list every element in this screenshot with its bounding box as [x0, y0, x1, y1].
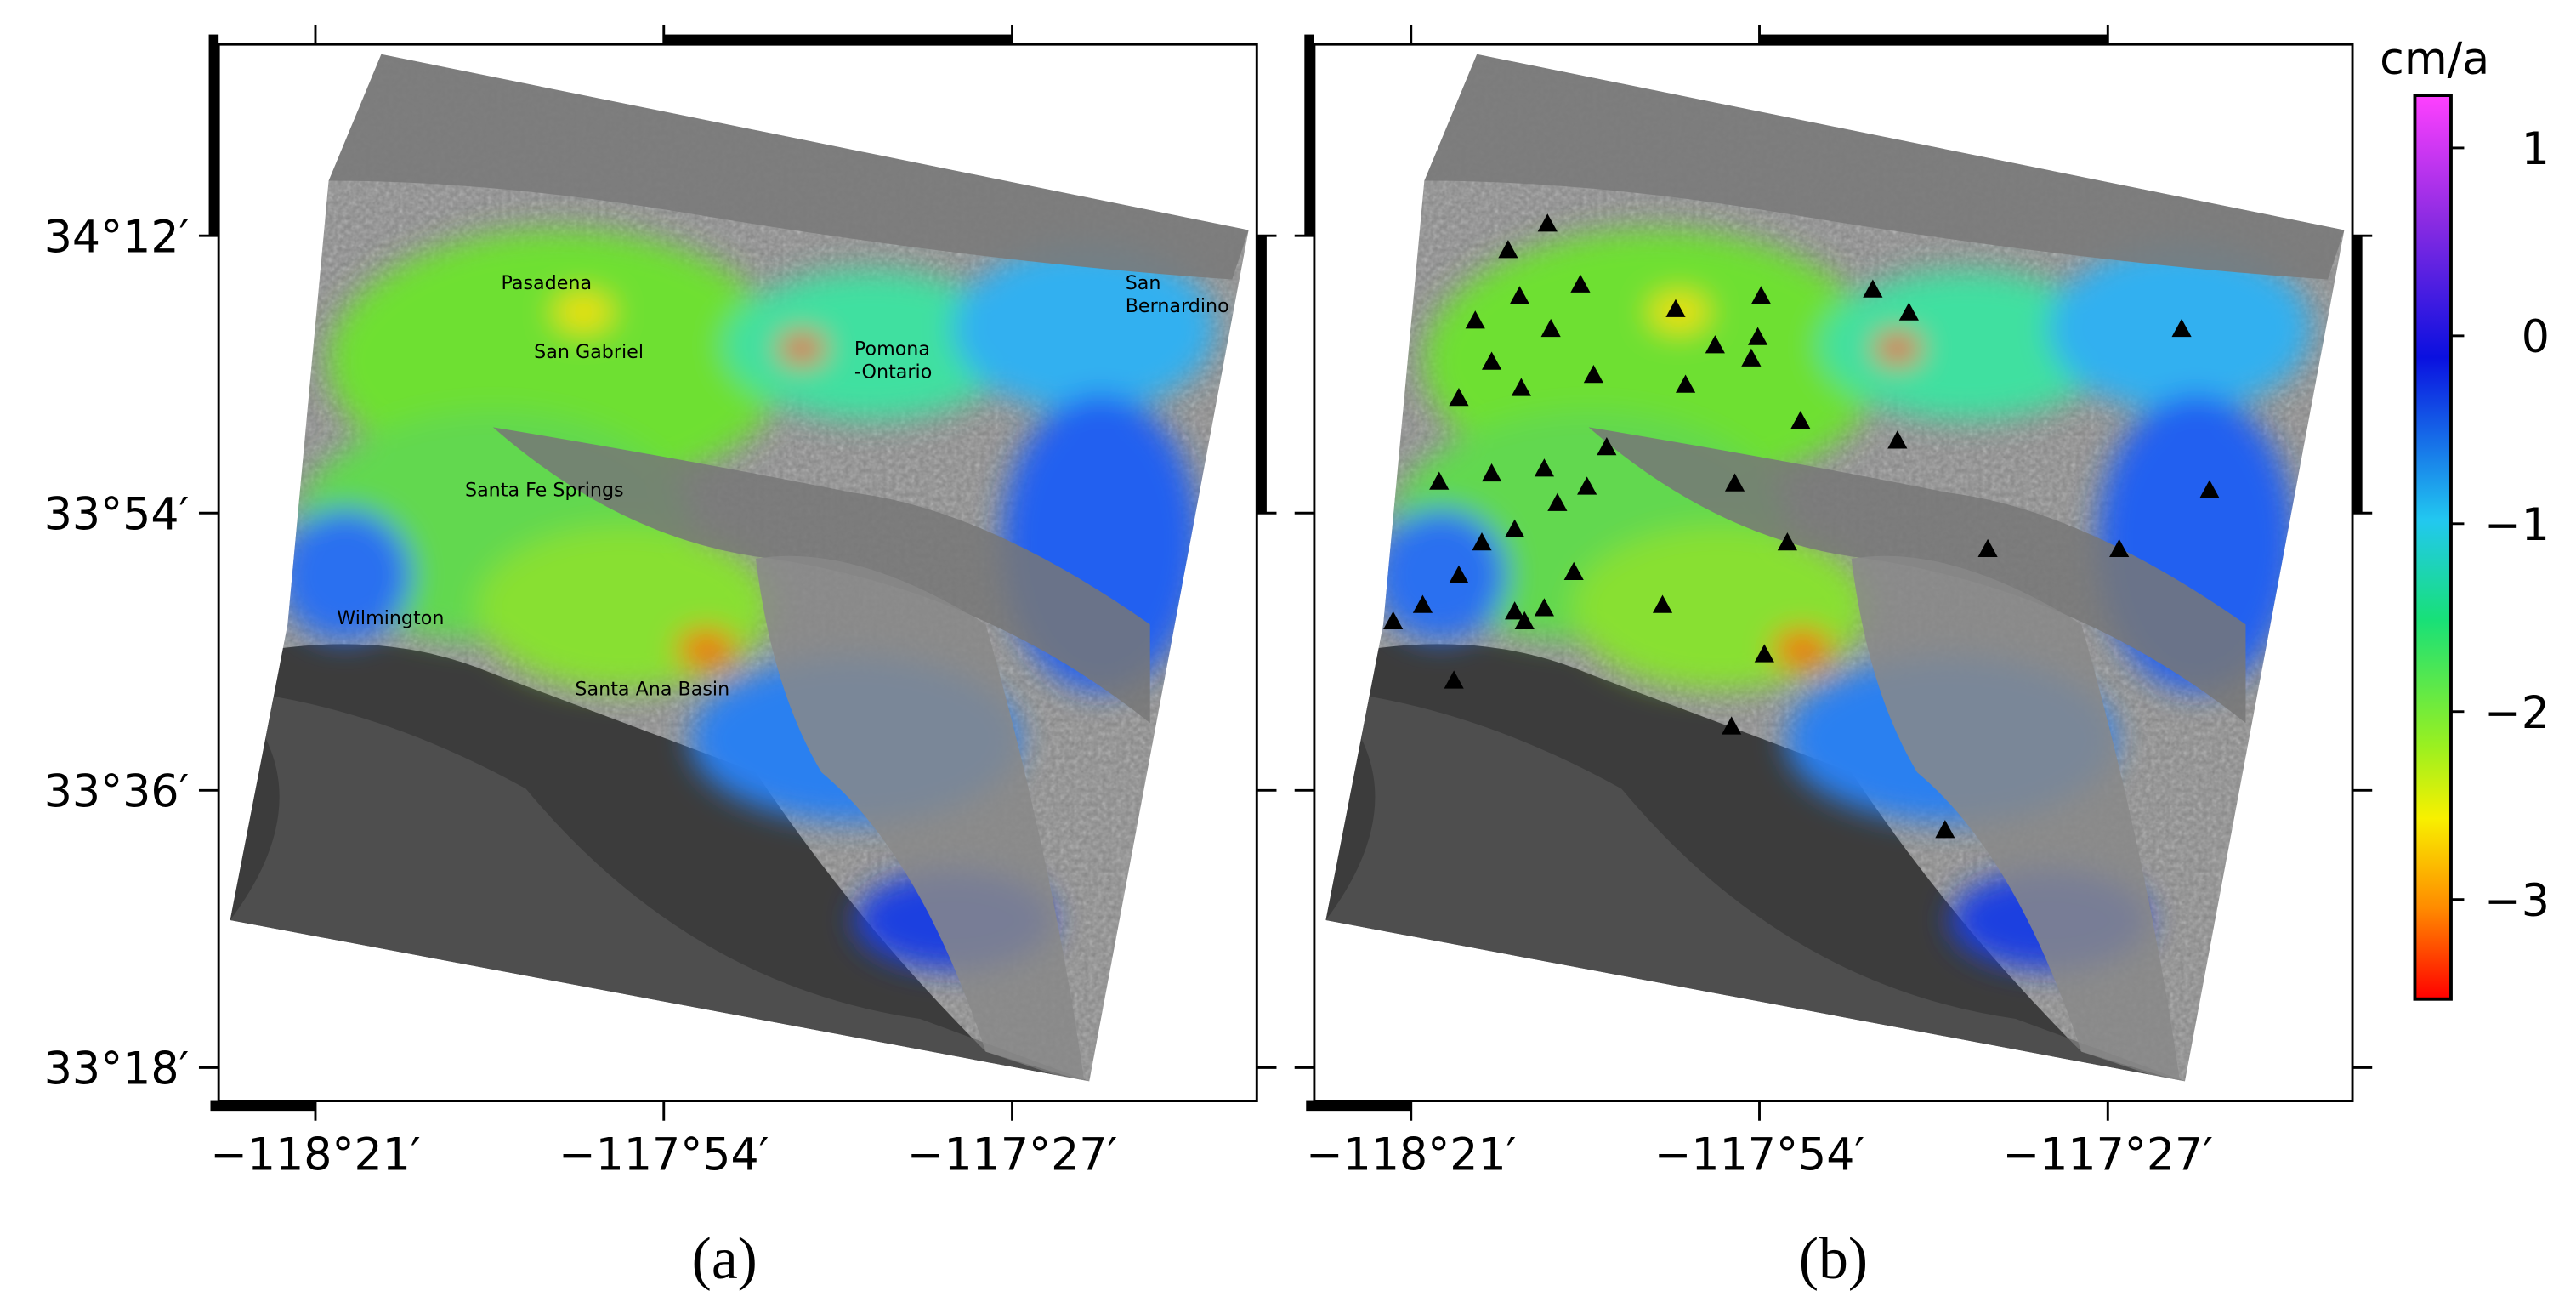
frame-bar [1306, 1100, 1411, 1112]
city-label: Santa Ana Basin [575, 678, 729, 700]
x-tick-label: −117°54′ [1654, 1130, 1865, 1181]
frame-bar [1759, 34, 2108, 45]
y-tick-label: 33°18′ [44, 1044, 190, 1095]
city-label-line: San [1126, 272, 1161, 294]
city-label: San Bernardino [1126, 272, 1229, 317]
x-tick-label: −117°54′ [559, 1130, 769, 1181]
city-label: Wilmington [337, 607, 444, 629]
y-tick-label: 33°54′ [44, 490, 190, 541]
sar-image [1309, 33, 2377, 1101]
city-label-line: Santa Ana Basin [575, 678, 729, 700]
frame-bar [1304, 34, 1314, 236]
frame-bar [210, 1100, 315, 1112]
colorbar-tick-label: −3 [2484, 876, 2550, 927]
city-label: Pomona -Ontario [854, 338, 932, 383]
city-label-line: Pasadena [501, 272, 592, 294]
city-label-line: Pomona [854, 338, 930, 360]
colorbar-tick-label: −1 [2484, 500, 2550, 551]
city-label-line: Wilmington [337, 607, 444, 629]
y-tick-label: 34°12′ [44, 212, 190, 263]
map-panel [1309, 33, 2377, 1101]
frame-bar [1257, 236, 1267, 514]
city-label: Santa Fe Springs [465, 480, 624, 502]
sar-image [213, 33, 1281, 1101]
x-tick-label: −117°27′ [2003, 1130, 2214, 1181]
colorbar-tick-label: −2 [2484, 688, 2550, 739]
city-label-line: Santa Fe Springs [465, 480, 624, 502]
frame-bar [2352, 236, 2363, 514]
panel-label: (b) [1799, 1226, 1868, 1292]
map-panel [213, 33, 1281, 1101]
frame-bar [663, 34, 1013, 45]
x-tick-label: −118°21′ [210, 1130, 421, 1181]
panel-label: (a) [692, 1226, 757, 1292]
x-tick-label: −117°27′ [907, 1130, 1118, 1181]
city-label-line: Bernardino [1126, 295, 1229, 317]
city-label-line: -Ontario [854, 361, 932, 383]
city-label: San Gabriel [534, 341, 644, 363]
city-label-line: San Gabriel [534, 341, 644, 363]
y-tick-label: 33°36′ [44, 767, 190, 818]
x-tick-label: −118°21′ [1306, 1130, 1517, 1181]
colorbar-unit: cm/a [2380, 34, 2489, 85]
frame-bar [208, 34, 219, 236]
colorbar-tick-label: 1 [2522, 124, 2550, 175]
colorbar [2413, 94, 2453, 1001]
city-label: Pasadena [501, 272, 592, 294]
colorbar-tick-label: 0 [2522, 312, 2550, 363]
